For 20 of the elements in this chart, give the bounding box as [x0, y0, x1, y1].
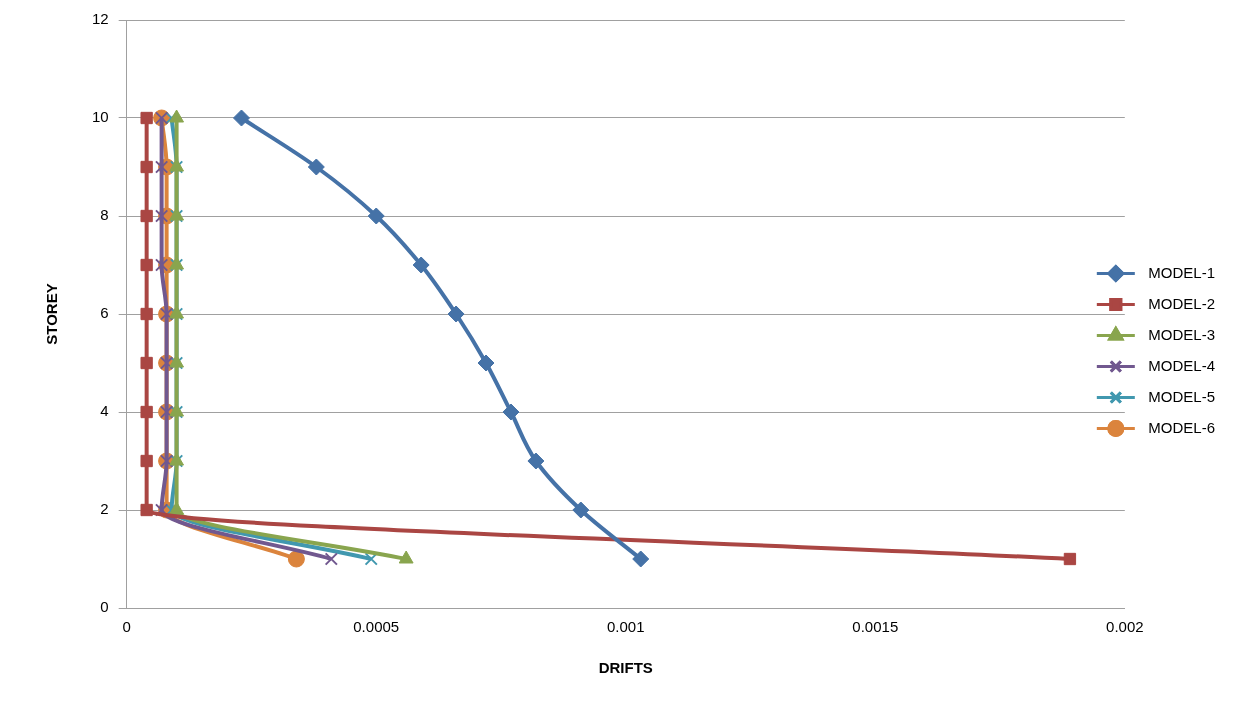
legend-label: MODEL-2: [1148, 294, 1216, 312]
x-tick-label: 0.002: [1106, 618, 1144, 636]
legend-label: MODEL-4: [1148, 356, 1216, 374]
legend-label: MODEL-6: [1148, 418, 1216, 436]
legend-label: MODEL-1: [1148, 263, 1216, 281]
x-axis-title: DRIFTS: [598, 659, 653, 677]
x-tick-label: 0.0005: [353, 618, 400, 636]
y-tick-label: 10: [92, 108, 109, 126]
y-tick-label: 12: [92, 10, 109, 28]
y-tick-label: 8: [100, 206, 109, 224]
x-tick-label: 0: [122, 618, 131, 636]
x-tick-label: 0.001: [606, 618, 645, 636]
y-tick-label: 4: [100, 402, 109, 420]
y-axis-title: STOREY: [43, 283, 61, 345]
y-tick-label: 2: [100, 500, 109, 518]
y-tick-label: 0: [100, 598, 109, 616]
legend-label: MODEL-3: [1148, 325, 1216, 343]
legend-label: MODEL-5: [1148, 387, 1216, 405]
x-tick-label: 0.0015: [852, 618, 899, 636]
y-tick-label: 6: [100, 304, 109, 322]
